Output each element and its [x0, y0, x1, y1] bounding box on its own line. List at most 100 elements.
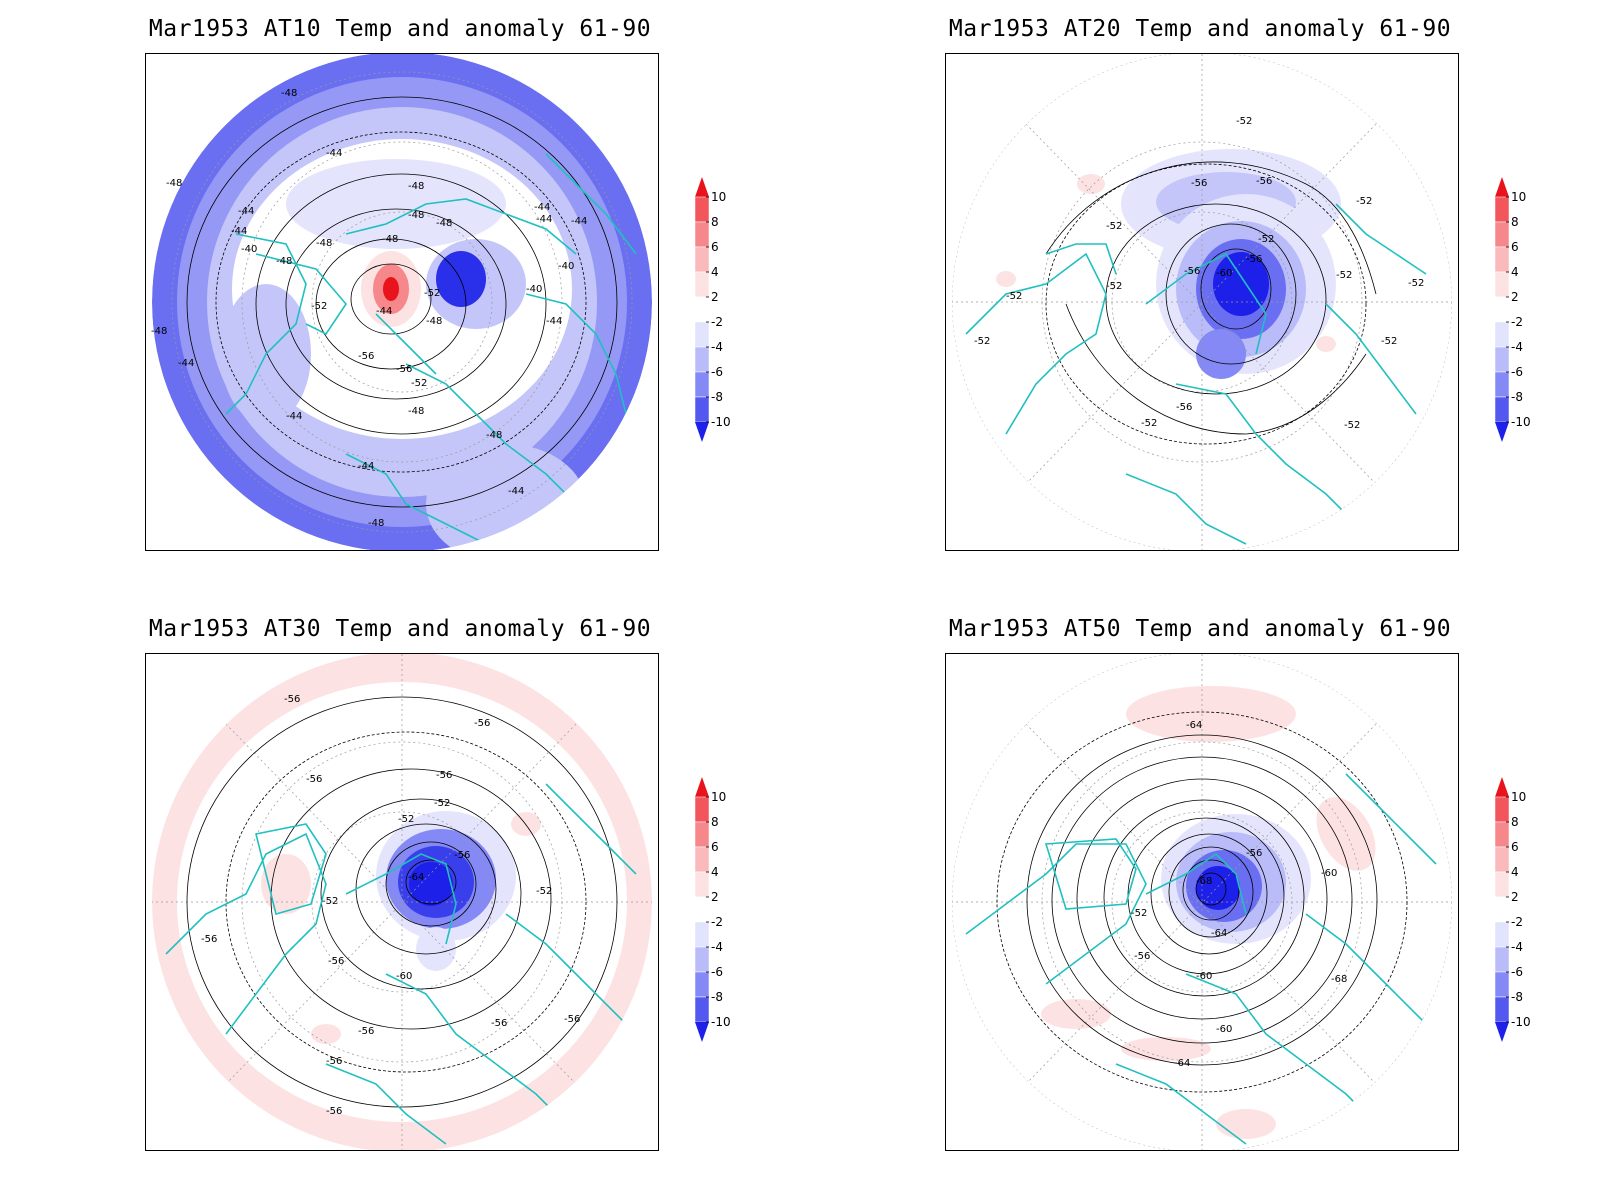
colorbar-tick-label: 4 [1511, 265, 1519, 279]
contour-label: -52 [1131, 908, 1147, 919]
colorbar-tick-label: 2 [711, 290, 719, 304]
colorbar-bottom-arrow [695, 422, 709, 442]
colorbar-tick-label: -4 [711, 940, 723, 954]
colorbar-tick-label: 6 [1511, 840, 1519, 854]
colorbar-segment [1494, 846, 1510, 873]
colorbar-segment [694, 296, 710, 323]
contour-label: -52 [1408, 278, 1424, 289]
contour-label: -56 [1184, 266, 1200, 277]
colorbar-tick-label: -4 [1511, 940, 1523, 954]
contour-label: -52 [1258, 234, 1274, 245]
colorbar-tick-label: 4 [711, 265, 719, 279]
contour-label: -56 [284, 694, 300, 705]
contour-label: -56 [1256, 176, 1272, 187]
colorbar-tick-label: 10 [711, 190, 726, 204]
colorbar-segment [1494, 871, 1510, 898]
colorbar-svg: 10 8 6 4 2 -2 -4 -6 -8 -10 [694, 777, 731, 1042]
polar-stereo-map-svg: -48 -44 -48 -44 -44 -48 -48 -48 -40 -48 … [151, 54, 652, 550]
colorbar-tick-label: 8 [711, 215, 719, 229]
contour-label: -56 [454, 850, 470, 861]
colorbar-tick-label: -2 [1511, 315, 1523, 329]
contour-label: -56 [326, 1106, 342, 1117]
colorbar-segment [694, 871, 710, 898]
contour-label: -52 [1106, 221, 1122, 232]
colorbar-tick-label: -8 [1511, 390, 1523, 404]
colorbar-segment [694, 271, 710, 298]
colorbar-tick-label: 4 [711, 865, 719, 879]
polar-stereo-map-svg: -52 -56 -56 -52 -52 -52 -60 -56 -56 -52 … [952, 54, 1452, 550]
contour-label: -48 [151, 326, 167, 337]
colorbar-svg: 10 8 6 4 2 -2 -4 -6 -8 -10 [1494, 777, 1531, 1042]
contour-label: -44 [546, 316, 562, 327]
colorbar-tick-label: -6 [711, 965, 723, 979]
contour-label: -64 [1174, 1058, 1190, 1069]
colorbar-segment [1494, 896, 1510, 923]
colorbar-tick-label: -10 [1511, 1015, 1531, 1029]
anomaly-colorbar: 10 8 6 4 2 -2 -4 -6 -8 -10 [1494, 775, 1555, 1065]
coastlines [165, 783, 637, 1145]
contour-label: -60 [1216, 268, 1232, 279]
colorbar-segment [1494, 396, 1510, 423]
contour-label: -52 [1141, 418, 1157, 429]
contour-label: -52 [411, 378, 427, 389]
contour-lines [996, 711, 1408, 1093]
polar-map: -64 -56 -68 -52 -60 -56 -64 -60 -68 -60 … [945, 653, 1459, 1151]
contour-label: -56 [1176, 402, 1192, 413]
contour-label: -56 [474, 718, 490, 729]
colorbar-segment [694, 371, 710, 398]
colorbar-segment [1494, 946, 1510, 973]
contour-label: -48 [382, 234, 398, 245]
contour-labels: -48 -44 -48 -44 -44 -48 -48 -48 -40 -48 … [151, 88, 587, 529]
colorbar-tick-label: 10 [1511, 190, 1526, 204]
colorbar-segment [1494, 821, 1510, 848]
graticule [952, 54, 1452, 550]
contour-lines [1045, 161, 1377, 445]
panel-title: Mar1953 AT30 Temp and anomaly 61-90 [148, 616, 652, 642]
colorbar-tick-label: -8 [1511, 990, 1523, 1004]
colorbar-segment [1494, 971, 1510, 998]
contour-label: -52 [1006, 291, 1022, 302]
contour-label: -52 [424, 288, 440, 299]
colorbar-segment [1494, 196, 1510, 223]
colorbar-segment [694, 946, 710, 973]
colorbar-top-arrow [695, 777, 709, 797]
contour-label: -56 [1246, 254, 1262, 265]
anomaly-colorbar: 10 8 6 4 2 -2 -4 -6 -8 -10 [694, 175, 755, 465]
contour-label: -52 [1344, 420, 1360, 431]
colorbar-top-arrow [1495, 777, 1509, 797]
contour-label: -44 [238, 206, 254, 217]
colorbar-tick-label: -6 [1511, 365, 1523, 379]
contour-labels: -56 -56 -56 -56 -52 -52 -56 -64 -52 -52 … [201, 694, 580, 1117]
colorbar-segment [1494, 221, 1510, 248]
colorbar-segment [694, 896, 710, 923]
colorbar-tick-label: 6 [711, 240, 719, 254]
colorbar-tick-label: -10 [711, 415, 731, 429]
contour-label: -48 [368, 518, 384, 529]
anomaly-field [996, 149, 1341, 379]
colorbar-segment [694, 846, 710, 873]
contour-label: -48 [166, 178, 182, 189]
contour-label: -52 [322, 896, 338, 907]
contour-label: -48 [281, 88, 297, 99]
panel-title: Mar1953 AT10 Temp and anomaly 61-90 [148, 16, 652, 42]
contour-label: -44 [358, 461, 374, 472]
colorbar-segment [694, 996, 710, 1023]
map-panel-at20: Mar1953 AT20 Temp and anomaly 61-90 [800, 0, 1600, 600]
colorbar-segment [1494, 996, 1510, 1023]
colorbar-tick-label: 6 [1511, 240, 1519, 254]
colorbar-segment [694, 821, 710, 848]
colorbar-tick-label: -2 [1511, 915, 1523, 929]
coastlines [965, 203, 1427, 545]
colorbar-tick-label: -8 [711, 990, 723, 1004]
contour-label: -48 [408, 181, 424, 192]
contour-label: -44 [534, 202, 550, 213]
contour-label: -44 [326, 148, 342, 159]
colorbar-tick-label: 2 [711, 890, 719, 904]
contour-label: -44 [286, 411, 302, 422]
colorbar-segment [694, 396, 710, 423]
contour-label: -52 [974, 336, 990, 347]
colorbar-segment [1494, 271, 1510, 298]
coastlines [965, 773, 1437, 1145]
colorbar-tick-label: 8 [1511, 215, 1519, 229]
colorbar-segment [694, 971, 710, 998]
